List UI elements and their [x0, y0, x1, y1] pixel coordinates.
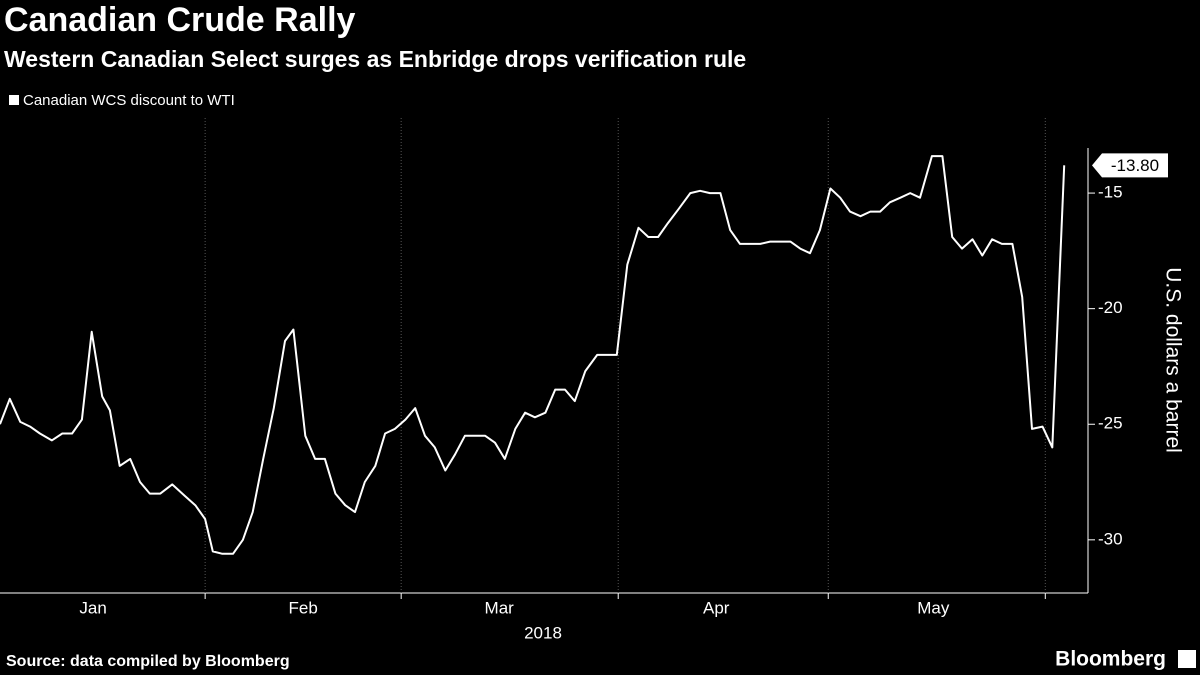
- year-label: 2018: [524, 623, 562, 642]
- y-tick-label: -25: [1098, 414, 1123, 433]
- y-axis-label: U.S. dollars a barrel: [1161, 267, 1184, 453]
- last-value-label: -13.80: [1111, 156, 1159, 175]
- last-value-tag: [1092, 153, 1168, 178]
- source: Source: data compiled by Bloomberg: [6, 653, 290, 670]
- x-tick-label: May: [917, 598, 950, 617]
- x-tick-label: Feb: [289, 598, 318, 617]
- x-tick-label: Mar: [485, 598, 515, 617]
- chart-title: Canadian Crude Rally: [4, 1, 356, 39]
- legend-swatch: [9, 95, 19, 105]
- y-tick-label: -20: [1098, 298, 1123, 317]
- chart-subtitle: Western Canadian Select surges as Enbrid…: [4, 46, 746, 72]
- y-tick-label: -30: [1098, 529, 1123, 548]
- data-line: [0, 155, 1066, 555]
- x-tick-label: Apr: [703, 598, 730, 617]
- y-tick-label: -15: [1098, 183, 1123, 202]
- x-tick-label: Jan: [79, 598, 106, 617]
- brand: Bloomberg: [1055, 648, 1166, 671]
- brand-icon: [1178, 650, 1196, 668]
- legend-label: Canadian WCS discount to WTI: [23, 92, 235, 109]
